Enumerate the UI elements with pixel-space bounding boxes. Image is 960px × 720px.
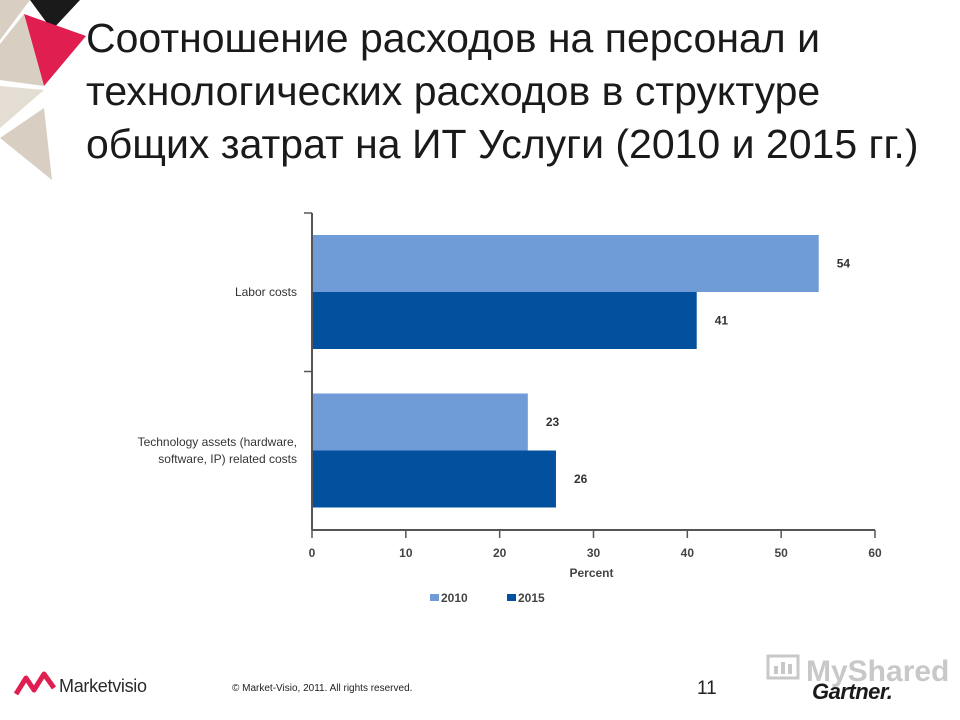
legend-swatch (430, 594, 439, 601)
deco-triangle-beige-mid (0, 14, 44, 86)
data-label: 26 (574, 472, 588, 486)
slide-title-line-1: Соотношение расходов на персонал и (86, 15, 820, 61)
slide-title-line-2: технологических расходов в структуре (86, 68, 821, 114)
x-tick-label: 10 (399, 546, 413, 560)
x-tick-label: 60 (868, 546, 882, 560)
deco-triangle-beige-low (0, 86, 44, 128)
watermark-text: MyShared (806, 655, 950, 688)
data-label: 41 (715, 314, 729, 328)
slide-title-line-3: общих затрат на ИТ Услуги (2010 и 2015 г… (86, 121, 919, 167)
x-tick-label: 40 (681, 546, 695, 560)
marketvisio-logo-text: Marketvisio (59, 676, 147, 696)
copyright-text: © Market-Visio, 2011. All rights reserve… (232, 683, 413, 694)
bar (312, 450, 556, 508)
bar (312, 292, 697, 349)
presentation-icon (766, 654, 800, 680)
category-label: software, IP) related costs (158, 452, 297, 466)
category-label: Labor costs (235, 285, 297, 299)
x-axis-title: Percent (569, 566, 613, 580)
data-label: 23 (546, 415, 560, 429)
bar (312, 393, 528, 451)
x-tick-label: 0 (309, 546, 316, 560)
slide-title: Соотношение расходов на персонал и техно… (86, 12, 956, 171)
gartner-logo: Gartner. (812, 679, 893, 704)
legend-label: 2010 (441, 591, 468, 605)
deco-triangle-black (30, 0, 80, 30)
legend-swatch (507, 594, 516, 601)
marketvisio-logo-icon (14, 671, 57, 696)
category-label: Technology assets (hardware, (138, 435, 297, 449)
deco-triangle-red (24, 14, 86, 86)
x-tick-label: 30 (587, 546, 601, 560)
legend-label: 2015 (518, 591, 545, 605)
deco-triangle-beige-bottom (0, 108, 52, 180)
page-number: 11 (697, 678, 717, 699)
x-tick-label: 50 (774, 546, 788, 560)
bar (312, 235, 819, 292)
decorative-triangles (0, 0, 86, 180)
x-tick-label: 20 (493, 546, 507, 560)
data-label: 54 (837, 257, 851, 271)
deco-triangle-beige-top (0, 0, 30, 40)
